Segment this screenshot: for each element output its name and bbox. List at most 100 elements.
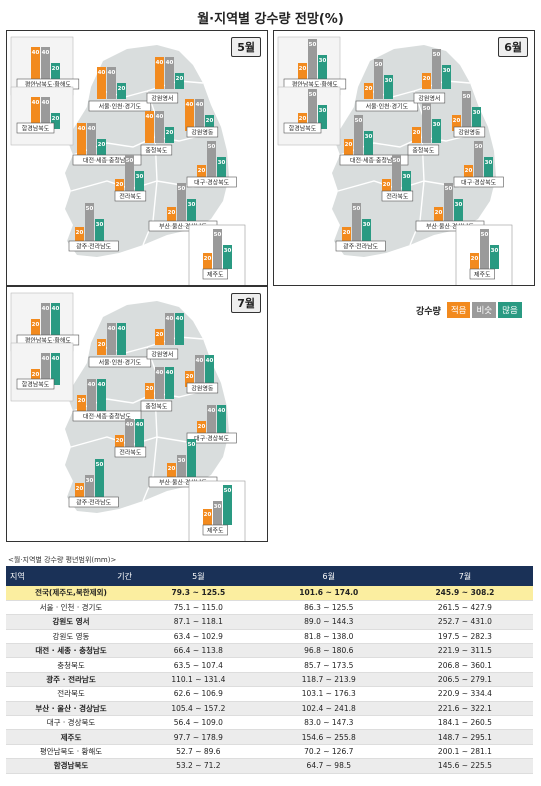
range-cell: 154.6 ~ 255.8 [260,729,397,745]
bar-label: 20 [198,424,206,430]
bar-label: 40 [156,370,164,376]
bar-label: 40 [88,382,96,388]
bar-high [490,245,499,269]
bar-normal [87,379,96,411]
bar-high [484,157,493,181]
bar-normal [374,59,383,99]
range-cell: 261.5 ~ 427.9 [396,600,533,616]
region-label: 광주·전라남도 [76,242,112,250]
legend-title: 강수량 [416,306,441,317]
region-label-box [453,176,504,188]
bar-label: 50 [433,52,441,58]
bar-label: 40 [98,70,106,76]
region-label: 강원영서 [151,94,173,102]
bar-label: 40 [136,422,144,428]
bar-label: 40 [186,102,194,108]
bar-label: 20 [204,256,212,262]
bar-high [97,139,106,155]
bar-label: 30 [363,222,371,228]
table-row: 강원도 영서 87.1 ~ 118.1 89.0 ~ 144.3 252.7 ~ 43… [6,614,533,630]
bar-high [51,353,60,385]
bar-label: 20 [299,116,307,122]
region-label-box [140,144,173,156]
region-group: 20 40 40 대전·세종·충청남도 [72,379,142,422]
bar-high [51,63,60,79]
bar-label: 30 [443,68,451,74]
bar-label: 40 [98,382,106,388]
range-cell: 75.1 ~ 115.0 [136,600,261,616]
region-group: 20 50 30 평안남북도·황해도 [277,36,347,96]
region-label: 함경남북도 [22,124,50,132]
bar-normal [165,57,174,89]
region-group: 20 50 30 광주·전라남도 [335,203,386,252]
legend-normal: 비슷 [472,302,497,318]
bar-label: 50 [188,442,196,448]
bar-normal [480,229,489,269]
bar-high [472,107,481,131]
region-label: 제주도 [474,270,491,278]
bar-low [75,227,84,243]
bar-label: 30 [214,504,222,510]
bar-high [223,485,232,525]
month-header: 6월 [260,566,397,586]
region-group: 20 40 40 대구·경상북도 [186,405,237,444]
bar-label: 40 [52,356,60,362]
region-label: 강원영동 [191,128,214,136]
bar-high [95,459,104,499]
region-label-box [186,382,219,394]
bar-normal [107,323,116,355]
bar-high [51,113,60,129]
bar-label: 30 [86,478,94,484]
range-cell: 86.3 ~ 125.5 [260,600,397,616]
bar-normal [308,89,317,129]
bar-label: 40 [218,408,226,414]
bar-low [197,421,206,437]
bar-high [318,55,327,79]
bar-label: 40 [78,126,86,132]
bar-low [77,123,86,155]
bar-label: 40 [196,358,204,364]
region-label: 부산·울산·경상남도 [159,478,207,486]
region-label: 광주·전라남도 [343,242,379,250]
bar-label: 40 [52,306,60,312]
region-group: 20 50 30 부산·울산·경상남도 [148,183,218,232]
range-cell: 70.2 ~ 126.7 [260,744,397,760]
region-cell: 전라북도 [6,686,136,702]
bar-low [155,57,164,89]
bar-low [422,73,431,89]
range-cell: 148.7 ~ 295.1 [396,729,533,745]
bar-high [384,75,393,99]
bar-label: 30 [403,174,411,180]
range-cell: 56.4 ~ 109.0 [136,715,261,731]
bar-normal [155,367,164,399]
bar-label: 50 [86,206,94,212]
bar-label: 20 [166,130,174,136]
bar-label: 40 [42,356,50,362]
range-cell: 110.1 ~ 131.4 [136,672,261,688]
bar-label: 20 [168,466,176,472]
bar-high [135,171,144,195]
bar-high [165,127,174,143]
bar-label: 20 [465,168,473,174]
range-cell: 103.1 ~ 176.3 [260,686,397,702]
bar-low [77,395,86,411]
bar-label: 40 [108,326,116,332]
bar-label: 20 [204,512,212,518]
region-label: 평안남북도·황해도 [25,336,72,344]
bar-label: 40 [118,326,126,332]
region-label: 대전·세종·충청남도 [83,412,131,420]
bar-label: 20 [345,142,353,148]
bar-low [342,227,351,243]
bar-label: 50 [423,106,431,112]
region-label: 전라북도 [386,192,409,200]
bar-label: 40 [156,114,164,120]
bar-high [97,379,106,411]
bar-label: 50 [208,144,216,150]
region-label: 강원영동 [458,128,481,136]
bar-label: 50 [224,488,232,494]
normal-range-table: 지역 기간 5월 6월 7월 전국(제주도,북한제외) 79.3 ~ 125.5 1… [6,566,533,774]
bar-high [117,323,126,355]
map-svg-june: 20 50 30 평안남북도·황해도 20 50 30 함경남북도 20 50 30 서울·인천·경기… [277,36,513,285]
region-cell: 함경남북도 [6,758,136,774]
